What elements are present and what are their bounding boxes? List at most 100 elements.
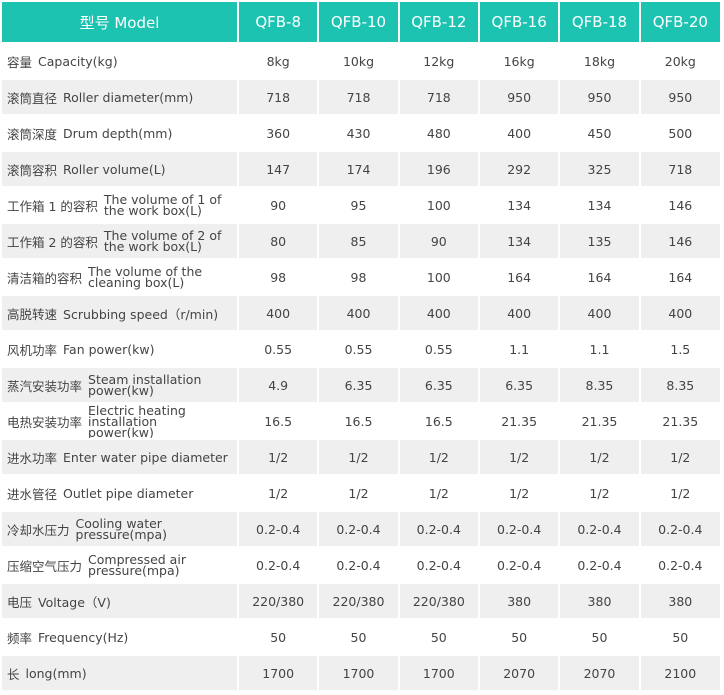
table-cell: 0.2-0.4 [318,546,400,583]
table-cell: 10kg [318,42,400,79]
table-cell: 134 [478,222,561,259]
table-cell: 8.35 [559,366,641,403]
table-cell: 380 [478,582,561,619]
table-row: 频率 Frequency(Hz) 50 50 50 50 50 50 [2,618,720,655]
table-cell: 1700 [318,654,400,690]
row-label: 蒸汽安装功率 Steam installation power(kw) [2,366,239,403]
table-cell: 400 [559,294,641,331]
table-cell: 90 [398,222,480,259]
table-cell: 0.55 [398,330,480,367]
row-label-en: Cooling water pressure(mpa) [75,516,168,542]
table-cell: 0.2-0.4 [639,510,720,547]
row-label-en: Drum depth(mm) [63,125,173,141]
table-cell: 718 [398,78,480,115]
table-row: 容量 Capacity(kg) 8kg 10kg 12kg 16kg 18kg 20kg [2,42,720,79]
table-cell: 380 [559,582,641,619]
table-cell: 146 [639,186,720,223]
row-label-en: Steam installation power(kw) [88,372,202,398]
table-cell: 8kg [238,42,320,79]
table-cell: 1.1 [478,330,561,367]
table-cell: 1/2 [639,438,720,475]
table-row: 高脱转速 Scrubbing speed（r/min) 400 400 400 400 40… [2,294,720,331]
table-cell: 950 [639,78,720,115]
row-label-zh: 容量 [7,54,33,70]
table-cell: 325 [559,150,641,187]
table-cell: 1700 [238,654,320,690]
table-cell: 146 [639,222,720,259]
table-cell: 1/2 [478,474,561,511]
table-cell: 12kg [398,42,480,79]
row-label-zh: 清洁箱的容积 [7,270,83,286]
table-cell: 164 [478,258,561,295]
table-row: 冷却水压力 Cooling water pressure(mpa) 0.2-0.4 0… [2,510,720,547]
table-cell: 2100 [639,654,720,690]
header-row: 型号 Model QFB-8 QFB-10 QFB-12 QFB-16 QFB-… [2,2,720,43]
table-cell: 1/2 [478,438,561,475]
header-cell-qfb-12: QFB-12 [398,2,480,43]
row-label-en: Outlet pipe diameter [63,485,194,501]
table-cell: 134 [559,186,641,223]
table-cell: 6.35 [478,366,561,403]
table-row: 工作箱 1 的容积 The volume of 1 of the work box… [2,186,720,223]
header-cell-qfb-8: QFB-8 [238,2,320,43]
row-label-zh: 压缩空气压力 [7,558,83,574]
table-cell: 0.2-0.4 [559,510,641,547]
row-label: 冷却水压力 Cooling water pressure(mpa) [2,510,239,547]
table-row: 电热安装功率 Electric heating installation powe… [2,402,720,439]
table-cell: 0.2-0.4 [318,510,400,547]
table-cell: 174 [318,150,400,187]
table-row: 滚筒深度 Drum depth(mm) 360 430 480 400 450 500 [2,114,720,151]
row-label-en: Compressed air pressure(mpa) [88,552,186,578]
table-cell: 0.2-0.4 [478,546,561,583]
table-cell: 134 [478,186,561,223]
table-cell: 0.2-0.4 [238,546,320,583]
row-label: 电压 Voltage（V) [2,582,239,619]
row-label: 清洁箱的容积 The volume of the cleaning box(L) [2,258,239,295]
row-label: 滚筒直径 Roller diameter(mm) [2,78,239,115]
table-cell: 480 [398,114,480,151]
row-label: 进水管径 Outlet pipe diameter [2,474,239,511]
table-cell: 718 [639,150,720,187]
table-cell: 16.5 [398,402,480,439]
table-row: 电压 Voltage（V) 220/380 220/380 220/380 380 380 3… [2,582,720,619]
table-cell: 0.2-0.4 [478,510,561,547]
table-cell: 718 [318,78,400,115]
row-label-zh: 滚筒深度 [7,126,58,142]
table-cell: 0.2-0.4 [398,546,480,583]
row-label-zh: 电压 [7,594,33,610]
table-cell: 0.2-0.4 [238,510,320,547]
table-row: 进水功率 Enter water pipe diameter 1/2 1/2 1/2 1/… [2,438,720,475]
row-label-en: long(mm) [25,665,87,681]
table-row: 蒸汽安装功率 Steam installation power(kw) 4.9 6.3… [2,366,720,403]
row-label-zh: 滚筒容积 [7,162,58,178]
row-label: 高脱转速 Scrubbing speed（r/min) [2,294,239,331]
header-cell-qfb-20: QFB-20 [639,2,720,43]
table-cell: 400 [398,294,480,331]
table-cell: 21.35 [478,402,561,439]
table-cell: 380 [639,582,720,619]
table-cell: 1.1 [559,330,641,367]
table-cell: 21.35 [639,402,720,439]
header-cell-qfb-10: QFB-10 [318,2,400,43]
table-cell: 95 [318,186,400,223]
table-cell: 400 [478,114,561,151]
table-cell: 430 [318,114,400,151]
row-label-zh: 冷却水压力 [7,522,70,538]
table-cell: 50 [478,618,561,655]
row-label-en: Electric heating installation power(kw) [88,403,186,439]
table-cell: 90 [238,186,320,223]
table-cell: 196 [398,150,480,187]
row-label-zh: 频率 [7,630,33,646]
table-row: 工作箱 2 的容积 The volume of 2 of the work box… [2,222,720,259]
table-cell: 85 [318,222,400,259]
row-label: 电热安装功率 Electric heating installation powe… [2,402,239,439]
row-label-zh: 进水管径 [7,486,58,502]
table-row: 长 long(mm) 1700 1700 1700 2070 2070 2100 [2,654,720,690]
row-label-en: Voltage（V) [38,594,111,610]
table-row: 压缩空气压力 Compressed air pressure(mpa) 0.2-0.… [2,546,720,583]
row-label: 长 long(mm) [2,654,239,690]
table-cell: 50 [398,618,480,655]
row-label-zh: 高脱转速 [7,306,58,322]
table-cell: 50 [639,618,720,655]
